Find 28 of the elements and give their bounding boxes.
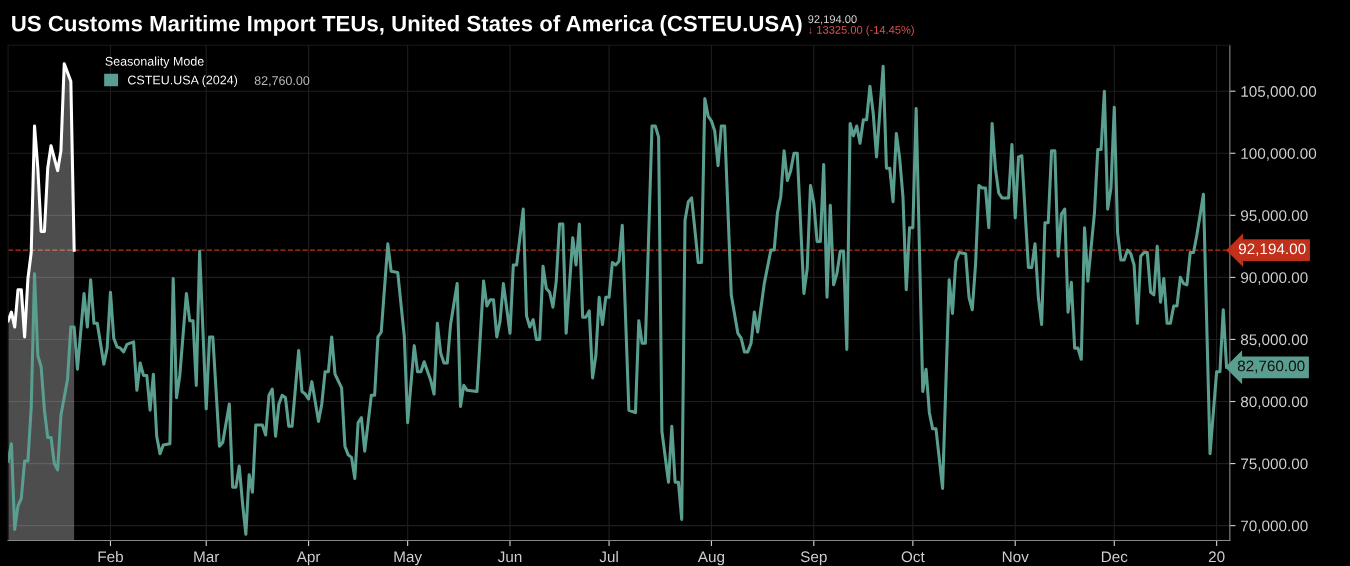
ref-line-label: 92,194.00 <box>1238 243 1306 257</box>
x-tick-label: May <box>394 551 423 566</box>
x-tick-label: Jun <box>497 551 522 563</box>
text: 92,194.00 <box>808 15 857 25</box>
annotation: 82,760.00 <box>254 76 310 87</box>
x-tick-label: Oct <box>901 551 925 563</box>
y-tick-label: 100,000.00 <box>1241 148 1317 161</box>
legend-label: CSTEU.USA (2024) <box>128 75 238 87</box>
x-tick-label: Mar <box>194 551 220 563</box>
x-tick-label: Jul <box>599 550 618 563</box>
y-tick-label: 75,000.00 <box>1241 458 1308 472</box>
y-tick-label: 95,000.00 <box>1240 210 1308 223</box>
x-tick-label: Sep <box>800 551 827 566</box>
text: ↓ 13325.00 (-14.45%) <box>809 25 914 36</box>
y-tick-label: 80,000.00 <box>1240 396 1308 409</box>
y-tick-label: 90,000.00 <box>1240 272 1308 285</box>
x-tick-label: 20 <box>1208 551 1225 563</box>
x-tick-label: Apr <box>296 551 321 566</box>
x-tick-label: Feb <box>98 550 123 563</box>
y-tick-label: 85,000.00 <box>1240 334 1308 347</box>
y-tick-label: 70,000.00 <box>1241 520 1308 534</box>
y-tick-label: 105,000.00 <box>1241 86 1317 99</box>
x-tick-label: Dec <box>1101 551 1128 563</box>
annotation: 82,760.00 <box>1237 360 1305 374</box>
x-tick-label: Aug <box>697 551 725 566</box>
chart-title: US Customs Maritime Import TEUs, United States of America (CSTEU.USA) <box>12 15 802 36</box>
legend-title: Seasonality Mode <box>105 56 204 69</box>
x-tick-label: Nov <box>1002 551 1029 563</box>
